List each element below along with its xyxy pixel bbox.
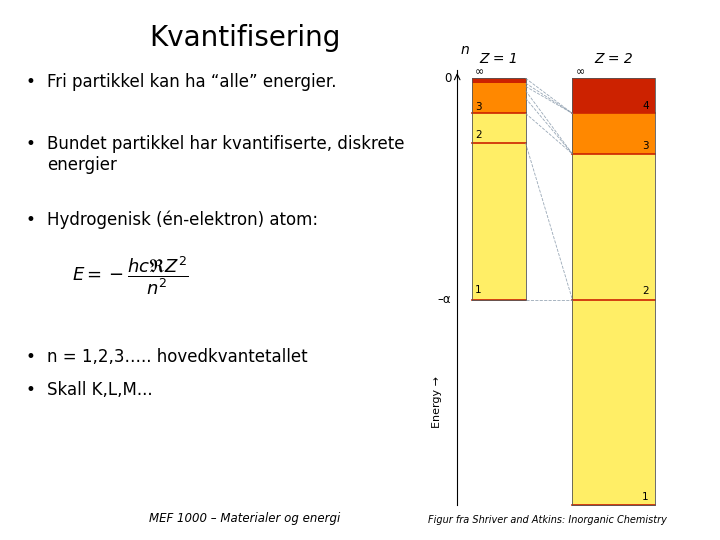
Bar (472, 98, 526, 113)
Text: MEF 1000 – Materialer og energi: MEF 1000 – Materialer og energi (149, 512, 341, 525)
Text: Skall K,L,M...: Skall K,L,M... (47, 381, 153, 399)
Text: 2: 2 (642, 286, 649, 296)
Bar (572, 78, 655, 113)
Text: 3: 3 (642, 141, 649, 151)
Text: n: n (461, 43, 469, 57)
Text: •: • (25, 348, 35, 366)
Bar (572, 78, 655, 505)
Text: $E=-\dfrac{hc\mathfrak{R}Z^2}{n^2}$: $E=-\dfrac{hc\mathfrak{R}Z^2}{n^2}$ (72, 254, 189, 297)
Text: ∞: ∞ (576, 67, 585, 77)
Text: 2: 2 (475, 130, 482, 140)
Bar (472, 78, 526, 83)
Text: 0: 0 (444, 72, 451, 85)
Text: Fri partikkel kan ha “alle” energier.: Fri partikkel kan ha “alle” energier. (47, 73, 336, 91)
Bar (472, 113, 526, 143)
Text: 1: 1 (642, 491, 649, 502)
Text: –α: –α (438, 293, 451, 306)
Bar (472, 86, 526, 91)
Text: Kvantifisering: Kvantifisering (149, 24, 341, 52)
Text: 1: 1 (475, 285, 482, 295)
Text: ∞: ∞ (475, 67, 485, 77)
Text: 3: 3 (475, 102, 482, 112)
Bar (472, 91, 526, 98)
Text: Z = 1: Z = 1 (480, 52, 518, 66)
Text: Bundet partikkel har kvantifiserte, diskrete
energier: Bundet partikkel har kvantifiserte, disk… (47, 135, 405, 174)
Bar (472, 78, 526, 300)
Text: Hydrogenisk (én-elektron) atom:: Hydrogenisk (én-elektron) atom: (47, 211, 318, 229)
Text: Figur fra Shriver and Atkins: Inorganic Chemistry: Figur fra Shriver and Atkins: Inorganic … (428, 515, 667, 525)
Text: 4: 4 (642, 101, 649, 111)
Bar (472, 83, 526, 86)
Text: Energy →: Energy → (432, 376, 442, 428)
Text: n = 1,2,3….. hovedkvantetallet: n = 1,2,3….. hovedkvantetallet (47, 348, 307, 366)
Text: •: • (25, 211, 35, 228)
Text: •: • (25, 135, 35, 153)
Bar (572, 113, 655, 154)
Text: •: • (25, 73, 35, 91)
Text: •: • (25, 381, 35, 399)
Text: Z = 2: Z = 2 (595, 52, 633, 66)
